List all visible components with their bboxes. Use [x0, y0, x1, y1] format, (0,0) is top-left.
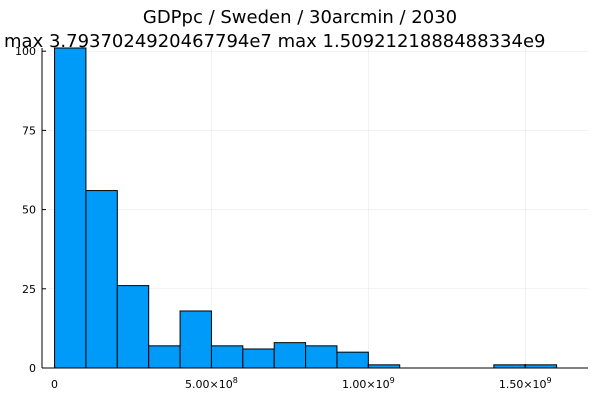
x-tick-label: 1.00×109: [342, 376, 395, 391]
histogram-bar: [179, 310, 212, 369]
y-tick-label: 0: [29, 362, 36, 375]
y-tick-label: 50: [22, 204, 36, 217]
histogram-bar: [305, 345, 338, 369]
histogram-bars: [54, 47, 558, 369]
histogram-bar: [210, 345, 244, 369]
histogram-bar: [148, 345, 181, 369]
histogram-bar: [336, 351, 369, 369]
axes: [41, 48, 588, 369]
tick-labels: 0 25 50 75 100 0 5.00×108 1.00×109 1.50×109: [15, 45, 552, 391]
histogram-bar: [273, 342, 307, 369]
histogram-bar: [54, 47, 87, 369]
x-tick-label: 5.00×108: [185, 376, 238, 391]
y-tick-label: 25: [22, 283, 36, 296]
histogram-bar: [116, 285, 150, 369]
chart-subtitle: max 3.7937024920467794e7 max 1.509212188…: [4, 31, 545, 52]
chart-title: GDPpc / Sweden / 30arcmin / 2030: [143, 7, 457, 28]
x-tick-label: 1.50×109: [499, 376, 552, 391]
y-tick-label: 75: [22, 124, 36, 137]
x-tick-label: 0: [51, 378, 58, 391]
histogram-bar: [85, 190, 118, 369]
y-tick-label: 100: [15, 45, 36, 58]
histogram-bar: [242, 348, 275, 369]
